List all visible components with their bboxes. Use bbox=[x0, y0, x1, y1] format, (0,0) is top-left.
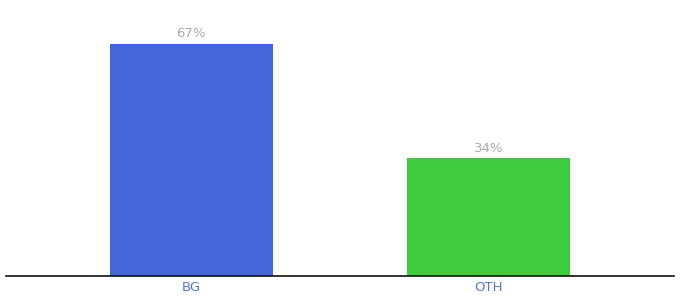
Bar bbox=[407, 158, 571, 276]
Text: 67%: 67% bbox=[177, 27, 206, 40]
Text: 34%: 34% bbox=[474, 142, 503, 154]
Bar bbox=[109, 44, 273, 276]
